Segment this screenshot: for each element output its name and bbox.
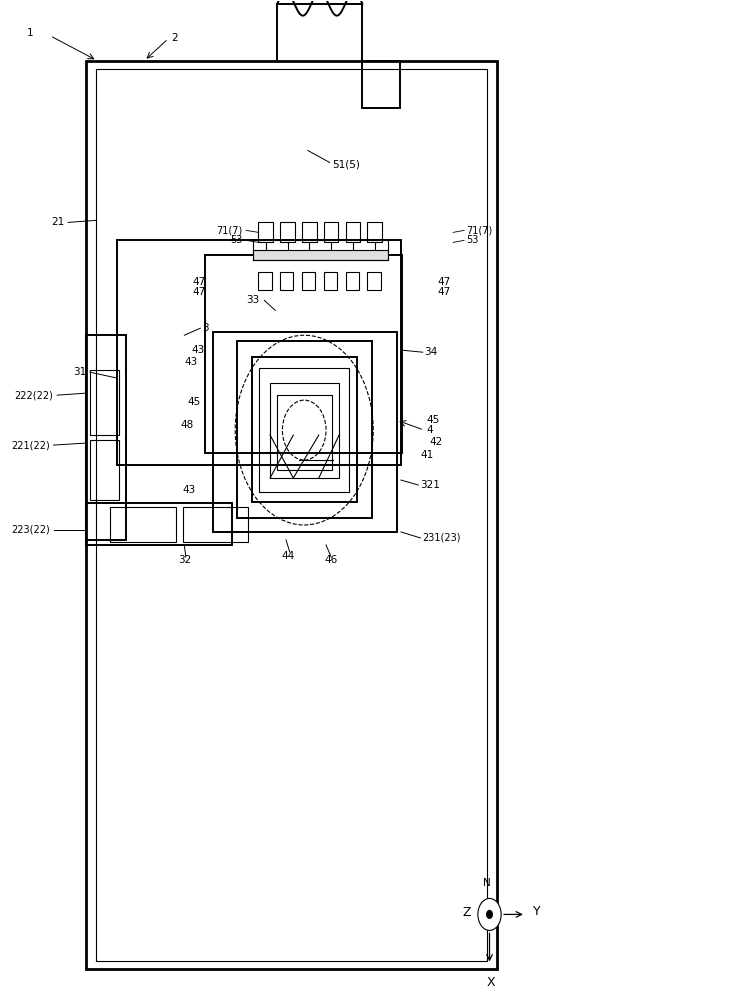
Text: N: N: [483, 878, 491, 888]
Bar: [86, 61, 497, 969]
Circle shape: [478, 898, 501, 930]
Text: 53: 53: [466, 235, 479, 245]
Bar: [86, 335, 126, 540]
Circle shape: [487, 910, 493, 918]
Text: 2: 2: [172, 33, 178, 43]
Text: Y: Y: [533, 905, 541, 918]
Bar: [183, 507, 248, 542]
Bar: [280, 222, 295, 242]
Bar: [110, 507, 176, 542]
Bar: [324, 222, 339, 242]
Text: 33: 33: [246, 295, 259, 305]
Text: 71(7): 71(7): [216, 225, 242, 235]
Bar: [90, 370, 119, 435]
Text: 43: 43: [184, 357, 197, 367]
Text: 47: 47: [193, 287, 206, 297]
Bar: [213, 332, 396, 532]
Bar: [270, 383, 339, 478]
Text: 47: 47: [193, 277, 206, 287]
Text: 47: 47: [437, 277, 450, 287]
Bar: [86, 503, 231, 545]
Text: 53: 53: [230, 235, 242, 245]
Bar: [345, 222, 360, 242]
Bar: [237, 341, 372, 518]
Bar: [277, 395, 332, 470]
Text: 34: 34: [424, 347, 437, 357]
Text: 32: 32: [177, 555, 191, 565]
Bar: [253, 250, 388, 260]
Bar: [252, 357, 357, 502]
Bar: [324, 272, 337, 290]
Bar: [258, 222, 273, 242]
Bar: [302, 222, 317, 242]
Text: 45: 45: [426, 415, 439, 425]
Bar: [280, 272, 293, 290]
Bar: [367, 222, 382, 242]
Text: 222(22): 222(22): [15, 390, 53, 400]
Text: 51(5): 51(5): [332, 159, 360, 169]
Text: 47: 47: [437, 287, 450, 297]
Text: 223(22): 223(22): [11, 525, 50, 535]
Text: 44: 44: [282, 551, 295, 561]
Bar: [302, 272, 315, 290]
Text: 321: 321: [420, 480, 439, 490]
Text: 221(22): 221(22): [11, 440, 50, 450]
Bar: [367, 272, 380, 290]
Text: 41: 41: [420, 450, 434, 460]
Text: X: X: [487, 976, 495, 989]
Bar: [204, 255, 402, 453]
Bar: [258, 272, 272, 290]
Bar: [253, 240, 388, 260]
Text: 1: 1: [26, 28, 33, 38]
Text: 3: 3: [202, 323, 209, 333]
Text: 43: 43: [191, 345, 204, 355]
Text: 45: 45: [187, 397, 200, 407]
Text: 4: 4: [426, 425, 433, 435]
Bar: [118, 240, 401, 465]
Bar: [90, 440, 119, 500]
Text: 21: 21: [51, 217, 64, 227]
Bar: [345, 272, 358, 290]
Text: Z: Z: [463, 906, 472, 919]
Bar: [362, 61, 400, 108]
Text: 231(23): 231(23): [422, 533, 461, 543]
Bar: [259, 368, 349, 492]
Text: 46: 46: [324, 555, 338, 565]
Text: 71(7): 71(7): [466, 225, 493, 235]
Text: 48: 48: [180, 420, 193, 430]
Text: 31: 31: [73, 367, 86, 377]
Text: 42: 42: [430, 437, 443, 447]
Text: 43: 43: [182, 485, 195, 495]
